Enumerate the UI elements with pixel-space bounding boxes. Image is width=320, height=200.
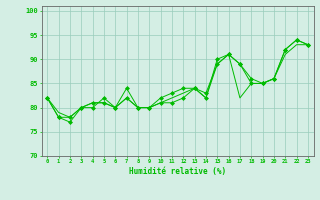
X-axis label: Humidité relative (%): Humidité relative (%) [129, 167, 226, 176]
